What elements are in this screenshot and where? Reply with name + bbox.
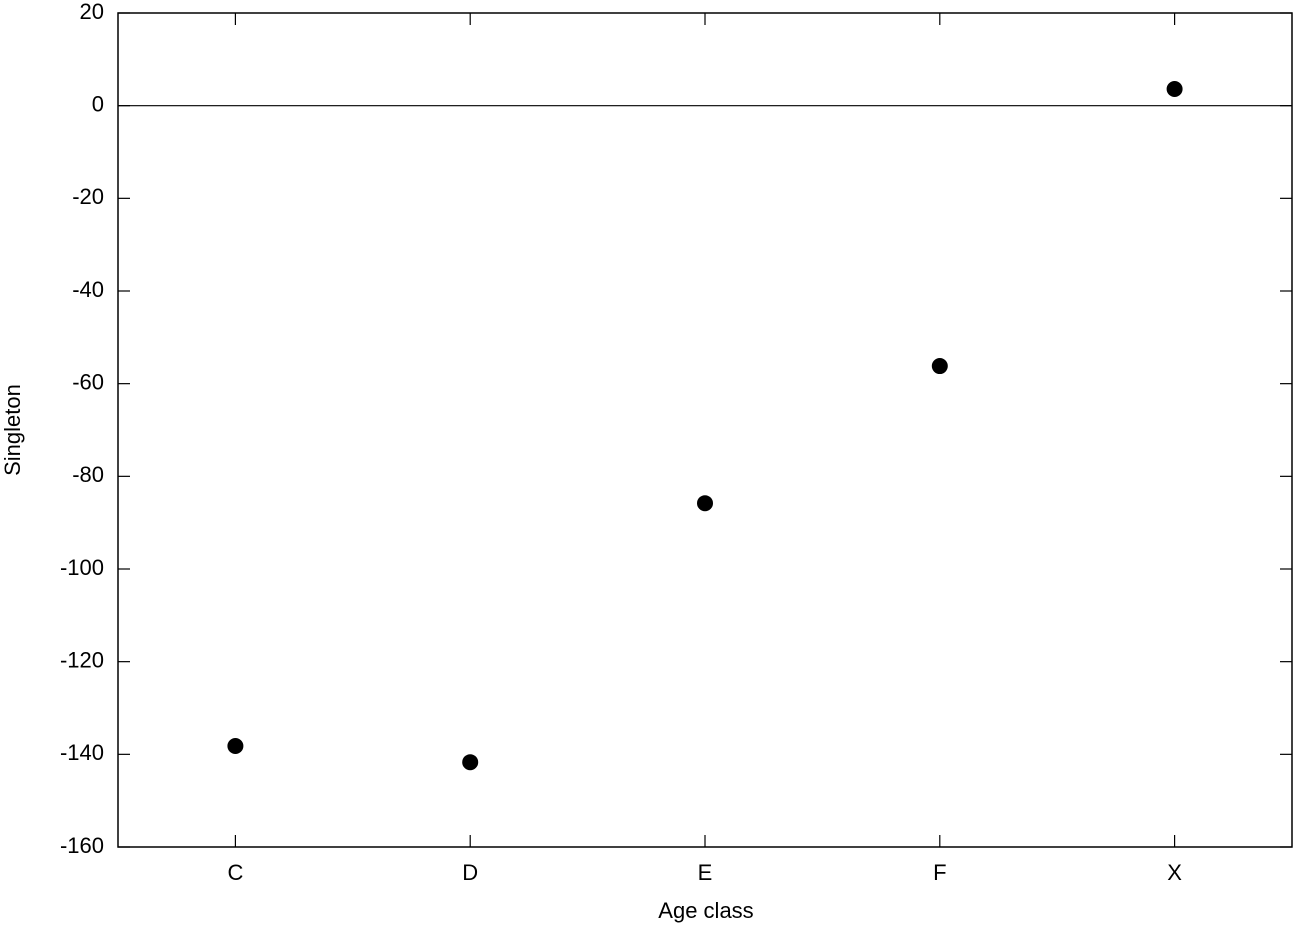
y-tick-label: 0 (92, 91, 104, 116)
y-tick-label: -80 (72, 462, 104, 487)
y-tick-label: -20 (72, 184, 104, 209)
x-tick-label: E (698, 860, 713, 885)
y-tick-label: -100 (60, 555, 104, 580)
x-tick-label: X (1167, 860, 1182, 885)
point (227, 737, 244, 754)
y-axis-label: Singleton (0, 384, 25, 476)
x-tick-label: F (933, 860, 946, 885)
y-tick-label: -40 (72, 277, 104, 302)
x-axis-label: Age class (658, 898, 753, 923)
y-tick-label: -120 (60, 647, 104, 672)
y-tick-label: -160 (60, 833, 104, 858)
y-tick-label: -60 (72, 369, 104, 394)
point (931, 358, 948, 375)
point (1166, 80, 1183, 97)
y-tick-label: -140 (60, 740, 104, 765)
x-tick-label: D (462, 860, 478, 885)
y-tick-label: 20 (80, 0, 104, 24)
point (462, 754, 479, 771)
plot-frame (117, 12, 1293, 848)
x-tick-label: C (227, 860, 243, 885)
point (697, 495, 713, 512)
